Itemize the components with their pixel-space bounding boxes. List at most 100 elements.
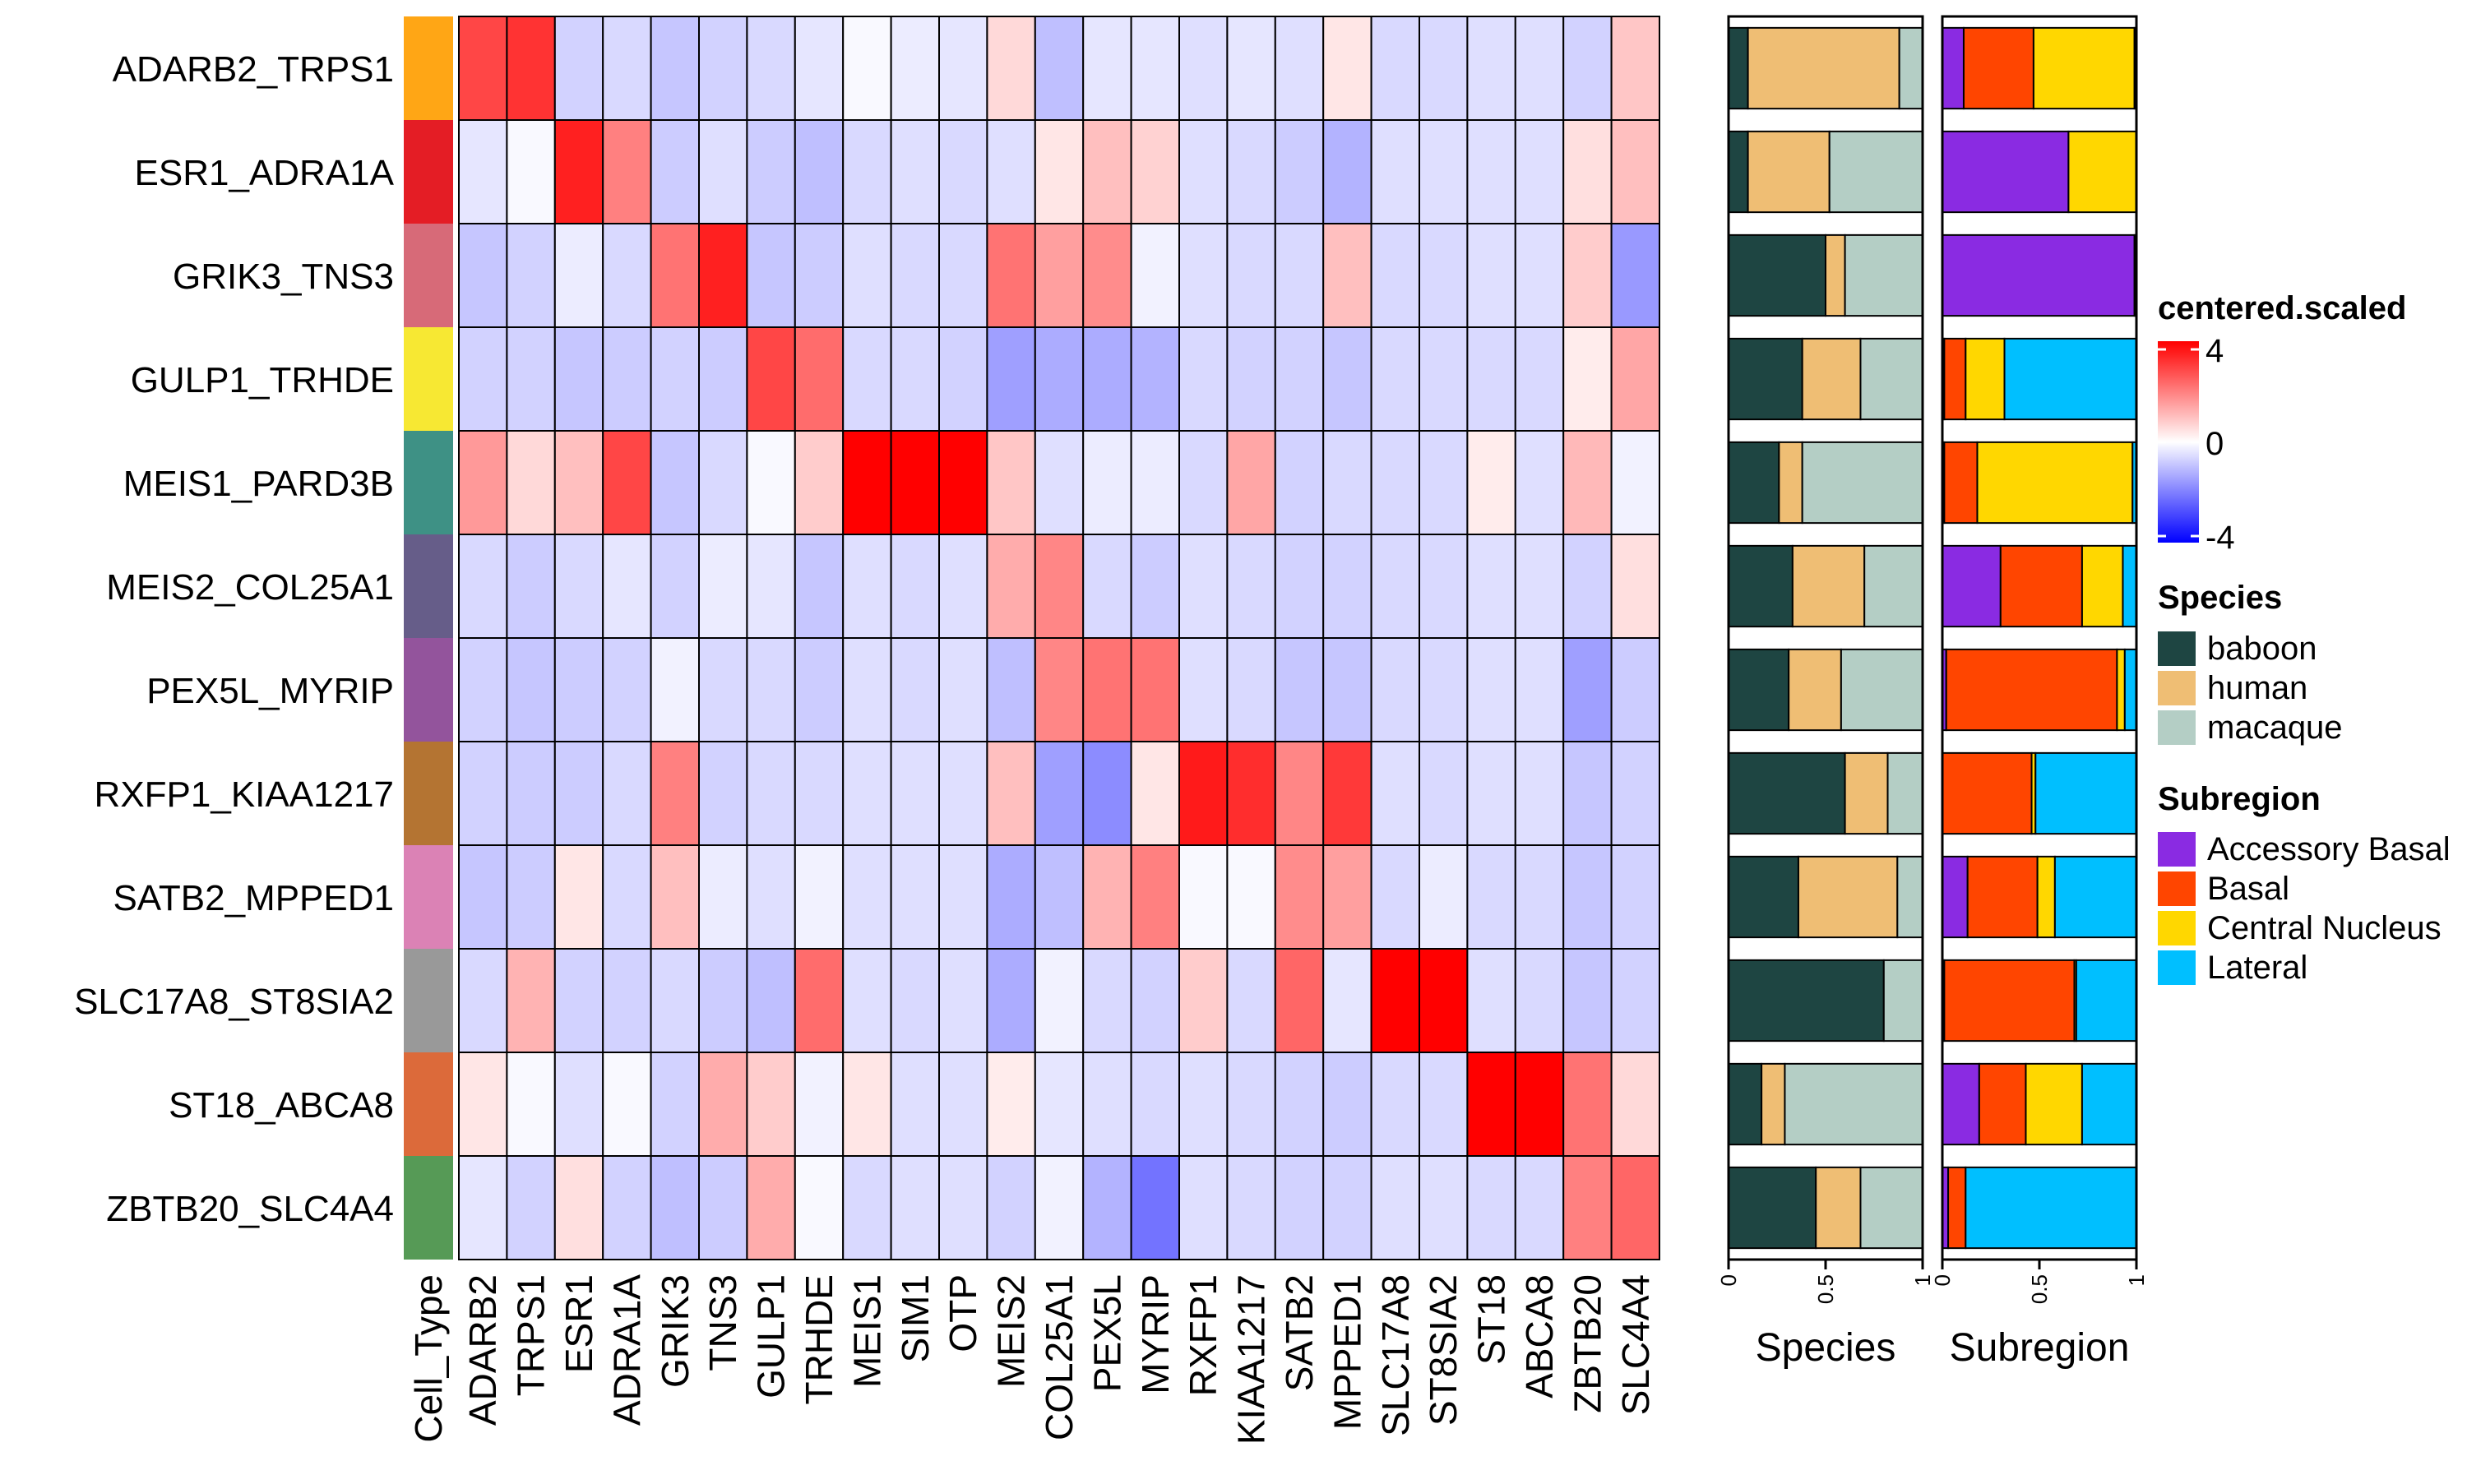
heatmap-cell — [458, 223, 508, 328]
cell-type-swatch — [404, 1052, 453, 1156]
heatmap-cell — [1322, 223, 1372, 328]
heatmap-cell — [506, 1052, 556, 1157]
species-bar-segment — [1797, 855, 1899, 939]
subregion-bar-segment — [2034, 751, 2138, 835]
heatmap-cell — [698, 637, 748, 742]
subregion-bar-tick-label: 1 — [2124, 1274, 2149, 1286]
heatmap-cell — [1466, 1155, 1516, 1260]
heatmap-cell — [1178, 534, 1229, 639]
heatmap-cell — [602, 844, 652, 950]
heatmap-cell — [506, 430, 556, 535]
heatmap-cell — [602, 430, 652, 535]
heatmap-cell — [938, 1052, 988, 1157]
heatmap-cell — [650, 430, 700, 535]
heatmap-cell — [842, 326, 892, 432]
heatmap-cell — [1034, 119, 1085, 224]
column-labels: Cell_Type ADARB2 TRPS1 ESR1 ADRA1A GRIK3 TNS3 G… — [407, 1274, 1657, 1445]
species-bar-segment — [1801, 337, 1862, 421]
heatmap-cell — [506, 948, 556, 1053]
heatmap-cell — [842, 534, 892, 639]
subregion-bar-segment — [2025, 1062, 2083, 1146]
heatmap-cell — [890, 326, 940, 432]
subregion-bar-segment — [1965, 1166, 2138, 1250]
heatmap-cell — [1610, 326, 1660, 432]
heatmap-cell — [1178, 326, 1229, 432]
heatmap-cell — [506, 534, 556, 639]
species-bar-segment — [1784, 1062, 1923, 1146]
heatmap-cell — [1466, 16, 1516, 121]
heatmap-cell — [1178, 16, 1229, 121]
heatmap-cell — [1419, 430, 1469, 535]
heatmap-cell — [458, 637, 508, 742]
heatmap-cell — [1226, 1052, 1276, 1157]
heatmap-cell — [650, 1155, 700, 1260]
heatmap-cell — [506, 741, 556, 846]
heatmap-cell — [1274, 119, 1325, 224]
heatmap-cell — [1274, 326, 1325, 432]
subregion-bar-segment — [1978, 1062, 2027, 1146]
heatmap-cell — [1082, 223, 1132, 328]
species-bar-segment — [1728, 855, 1799, 939]
heatmap-cell — [1082, 1052, 1132, 1157]
heatmap-cell — [1610, 844, 1660, 950]
heatmap-cell — [602, 119, 652, 224]
heatmap-cell — [602, 1155, 652, 1260]
column-label: ESR1 — [558, 1274, 600, 1373]
heatmap-cell — [458, 430, 508, 535]
column-label: MEIS2 — [990, 1274, 1033, 1388]
heatmap-cell — [1562, 534, 1613, 639]
heatmap-cell — [986, 534, 1036, 639]
color-legend-title: centered.scaled — [2158, 290, 2406, 326]
heatmap-cell — [650, 223, 700, 328]
species-bar-tick-label: 0.5 — [1813, 1274, 1838, 1304]
cell-type-swatch — [404, 845, 453, 949]
heatmap-cell — [746, 16, 796, 121]
subregion-bar-segment — [1945, 648, 2118, 732]
heatmap-cell — [1370, 534, 1420, 639]
column-label: TNS3 — [701, 1274, 744, 1371]
column-label: MPPED1 — [1326, 1274, 1368, 1430]
column-label: SATB2 — [1278, 1274, 1321, 1391]
column-label: ADARB2 — [461, 1274, 504, 1426]
subregion-legend-swatch — [2158, 871, 2196, 906]
heatmap-cell — [1419, 948, 1469, 1053]
cell-type-swatch — [404, 16, 453, 120]
heatmap-cell — [1226, 844, 1276, 950]
heatmap-cell — [1082, 948, 1132, 1053]
species-legend-swatch — [2158, 631, 2196, 666]
heatmap-cell — [1514, 119, 1565, 224]
column-label: ABCA8 — [1518, 1274, 1561, 1398]
subregion-bar-segment — [2053, 855, 2137, 939]
subregion-bar-segment — [1965, 337, 2006, 421]
heatmap-cell — [458, 534, 508, 639]
heatmap-cell — [458, 1155, 508, 1260]
heatmap-cell — [1178, 1155, 1229, 1260]
heatmap-cell — [1034, 534, 1085, 639]
heatmap-cell — [698, 844, 748, 950]
heatmap-cell — [938, 534, 988, 639]
heatmap-cell — [650, 844, 700, 950]
subregion-bar-segment — [1942, 130, 2070, 214]
heatmap-cell — [1370, 844, 1420, 950]
species-bar-segment — [1863, 544, 1923, 628]
heatmap-cell — [794, 1052, 845, 1157]
row-label: SLC17A8_ST8SIA2 — [74, 982, 394, 1022]
heatmap-cell — [1226, 119, 1276, 224]
heatmap-cell — [746, 1052, 796, 1157]
subregion-bar-segment — [1999, 544, 2083, 628]
heatmap-cell — [1466, 119, 1516, 224]
heatmap-cell — [794, 1155, 845, 1260]
heatmap-cell — [506, 119, 556, 224]
subregion-bar-tick-label: 0 — [1930, 1274, 1955, 1286]
heatmap-cell — [1226, 223, 1276, 328]
heatmap-cell — [1466, 534, 1516, 639]
species-bar-segment — [1791, 544, 1866, 628]
cell-type-swatch — [404, 120, 453, 224]
heatmap-cell — [458, 16, 508, 121]
heatmap-cell — [1610, 223, 1660, 328]
heatmap-cell — [602, 16, 652, 121]
heatmap-cell — [1322, 741, 1372, 846]
heatmap-cell — [986, 223, 1036, 328]
